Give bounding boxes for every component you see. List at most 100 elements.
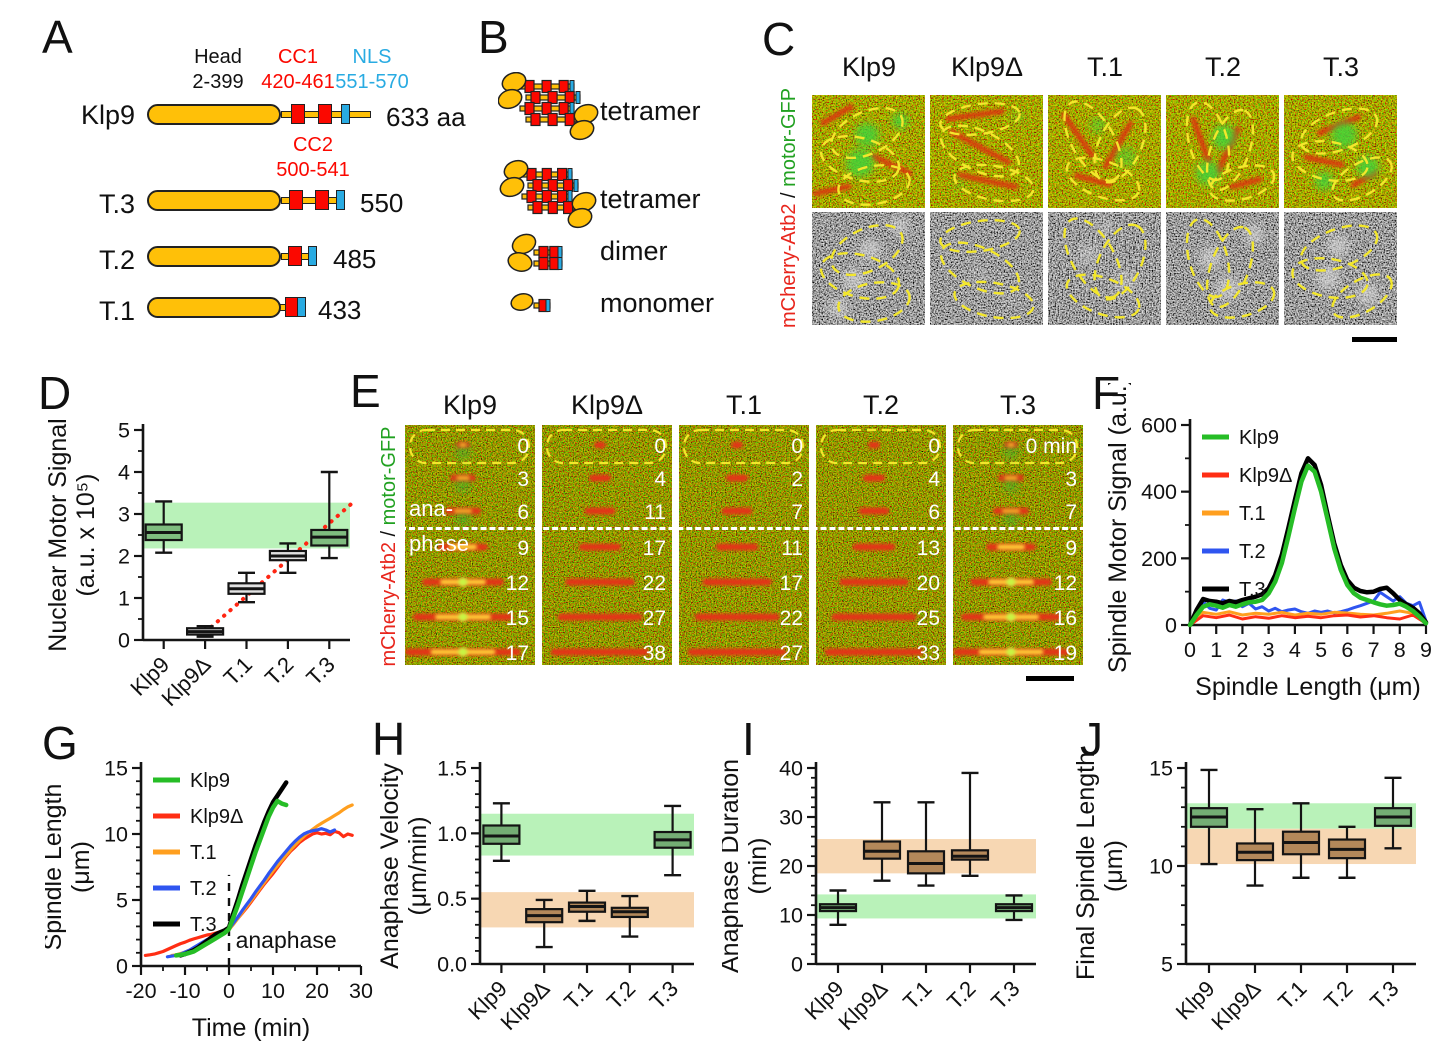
klp9-head-domain: [147, 104, 281, 125]
e-col-t1: T.1: [725, 390, 763, 420]
t3-cc2-domain: [315, 190, 329, 210]
svg-text:T.3: T.3: [1365, 976, 1403, 1014]
svg-text:T.3: T.3: [1239, 579, 1266, 601]
head-range: 2-399: [192, 71, 244, 93]
construct-length: 433: [318, 295, 362, 325]
svg-text:T.1: T.1: [559, 976, 597, 1014]
time-label: 27: [643, 607, 666, 630]
time-label: 2: [791, 468, 803, 491]
svg-text:T.3: T.3: [190, 914, 217, 936]
panel-label-b: B: [478, 11, 509, 63]
nls-label: NLS: [352, 46, 392, 68]
svg-text:0: 0: [1165, 614, 1177, 638]
svg-text:Anaphase Duration: Anaphase Duration: [722, 759, 744, 973]
svg-text:T.1: T.1: [190, 842, 217, 864]
time-label: 12: [506, 572, 529, 595]
e-col-t2: T.2: [862, 390, 900, 420]
anaphase-velocity-chart: 0.0 0.5 1.0 1.5 Anaphase Velocity (μm/min) Klp…: [376, 726, 712, 1056]
oligomer-label: monomer: [600, 288, 715, 318]
chart-svg-G: 0 5 10 15 Spindle Length(μm) -20 -10 0 10 20 30 Tim…: [39, 757, 373, 1043]
time-label: 11: [781, 537, 803, 560]
c-col-t1: T.1: [1086, 52, 1124, 82]
svg-text:anaphase: anaphase: [236, 927, 337, 953]
time-label: 0: [928, 435, 940, 458]
panel-label-a: A: [42, 11, 73, 63]
oligomer-cartoons: [498, 72, 599, 313]
construct-name: T.3: [98, 189, 135, 219]
construct-name: Klp9: [80, 100, 135, 130]
svg-text:400: 400: [1141, 480, 1177, 504]
t2-cc1-domain: [288, 246, 302, 266]
svg-text:Klp9Δ: Klp9Δ: [1239, 465, 1292, 487]
svg-text:T.1: T.1: [1239, 503, 1266, 525]
construct-name: T.2: [98, 245, 135, 275]
svg-text:T.2: T.2: [260, 652, 298, 690]
microscopy-tile-merge-2: [1048, 95, 1161, 208]
panel-label-e: E: [350, 365, 381, 417]
panel-label-h: H: [372, 713, 406, 765]
microscopy-tile-tubulin-1: [930, 212, 1043, 325]
t3-head-domain: [147, 190, 281, 211]
svg-text:3: 3: [1263, 638, 1275, 662]
anaphase-duration-chart: 0 10 20 30 40 Anaphase Duration (min) Klp9 Klp9Δ…: [716, 726, 1060, 1056]
time-label: 17: [780, 572, 803, 595]
time-label: 16: [1054, 607, 1077, 630]
svg-text:T.2: T.2: [1239, 541, 1266, 563]
svg-text:T.1: T.1: [219, 652, 257, 690]
svg-text:5: 5: [118, 419, 130, 443]
time-label: 38: [643, 642, 666, 665]
c-scale-bar: [1352, 337, 1397, 342]
svg-text:15: 15: [104, 757, 128, 781]
c-col-t2: T.2: [1204, 52, 1242, 82]
svg-text:Klp9Δ: Klp9Δ: [833, 976, 892, 1035]
time-label: 6: [928, 501, 940, 524]
svg-text:40: 40: [779, 757, 803, 781]
svg-text:Time (min): Time (min): [192, 1014, 311, 1042]
panel-label-f: F: [1092, 367, 1121, 419]
svg-text:Anaphase Velocity: Anaphase Velocity: [380, 763, 404, 969]
microscopy-tile-tubulin-2: [1048, 212, 1161, 325]
panel-label-c: C: [762, 13, 796, 65]
svg-text:-20: -20: [125, 979, 156, 1003]
svg-text:2: 2: [1236, 638, 1248, 662]
svg-text:4: 4: [118, 461, 130, 485]
svg-text:T.2: T.2: [602, 976, 640, 1014]
svg-text:6: 6: [1341, 638, 1353, 662]
oligomer-label: dimer: [600, 236, 668, 266]
time-label: 20: [917, 572, 940, 595]
svg-text:T.2: T.2: [190, 878, 217, 900]
svg-text:15: 15: [1149, 757, 1173, 781]
svg-text:0: 0: [118, 629, 130, 653]
construct-length: 485: [333, 244, 377, 274]
svg-text:Klp9Δ: Klp9Δ: [156, 652, 215, 711]
microscopy-tile-tubulin-0: [812, 212, 925, 325]
e-col-klp9: Klp9: [442, 390, 498, 420]
svg-text:T.3: T.3: [301, 652, 339, 690]
mcherry-atb2-label: mCherry-Atb2: [378, 542, 400, 667]
svg-text:Nuclear Motor Signal: Nuclear Motor Signal: [48, 418, 72, 651]
time-label: 9: [1065, 537, 1077, 560]
svg-text:(μm/min): (μm/min): [404, 816, 432, 915]
svg-text:0: 0: [791, 953, 803, 977]
svg-text:5: 5: [116, 889, 128, 913]
svg-text:600: 600: [1141, 414, 1177, 438]
klp9-nls-domain: [341, 104, 350, 124]
time-label: 3: [517, 468, 529, 491]
nls-range: 551-570: [335, 71, 409, 93]
microscopy-tile-merge-4: [1284, 95, 1397, 208]
time-label: 0: [791, 435, 803, 458]
time-label: 3: [1065, 468, 1077, 491]
svg-text:30: 30: [779, 806, 803, 830]
cc1-label: CC1: [277, 46, 318, 68]
time-label: 22: [780, 607, 803, 630]
tetramer-icon: [498, 72, 599, 141]
svg-text:1.0: 1.0: [437, 822, 467, 846]
oligomer-label: tetramer: [600, 96, 701, 126]
microscopy-tile-merge-3: [1166, 95, 1279, 208]
time-label: 27: [780, 642, 803, 665]
svg-text:T.3: T.3: [986, 976, 1024, 1014]
time-label: 19: [1054, 642, 1077, 665]
